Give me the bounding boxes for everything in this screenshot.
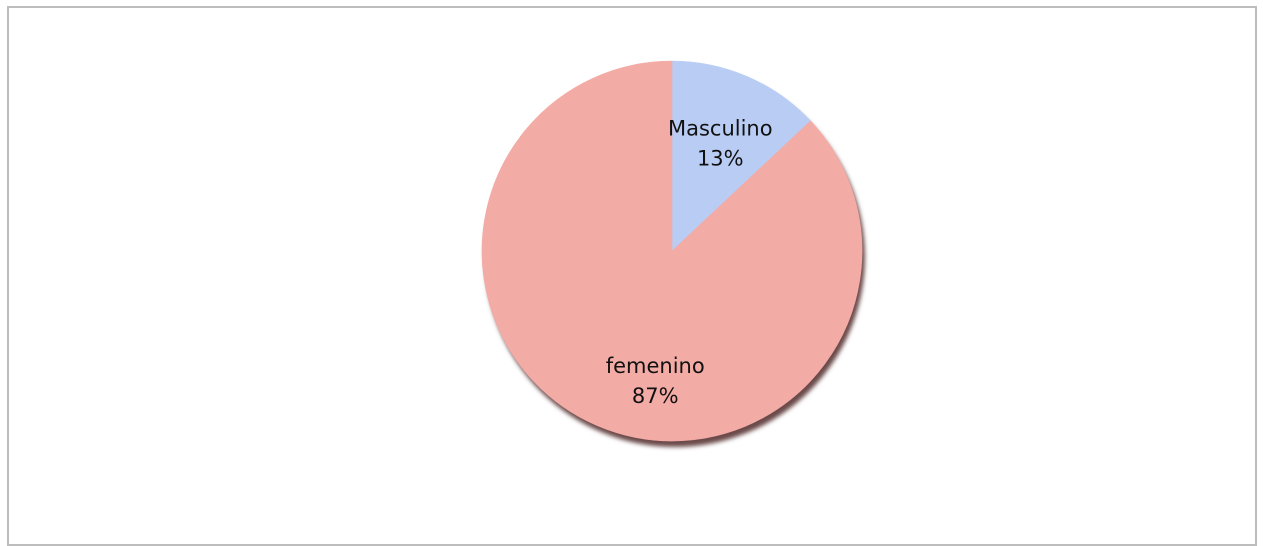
pie-label-masculino: Masculino 13% bbox=[668, 116, 773, 170]
pie-slice-femenino bbox=[481, 60, 863, 442]
pie-slice-masculino bbox=[671, 60, 811, 252]
slice-percent-label: 13% bbox=[697, 146, 744, 170]
pie-label-femenino: femenino 87% bbox=[606, 354, 705, 408]
pie-slices bbox=[481, 60, 863, 442]
pie-labels: Masculino 13% femenino 87% bbox=[606, 116, 773, 408]
slice-category-label: femenino bbox=[606, 354, 705, 378]
slice-percent-label: 87% bbox=[632, 384, 679, 408]
slice-category-label: Masculino bbox=[668, 116, 773, 140]
